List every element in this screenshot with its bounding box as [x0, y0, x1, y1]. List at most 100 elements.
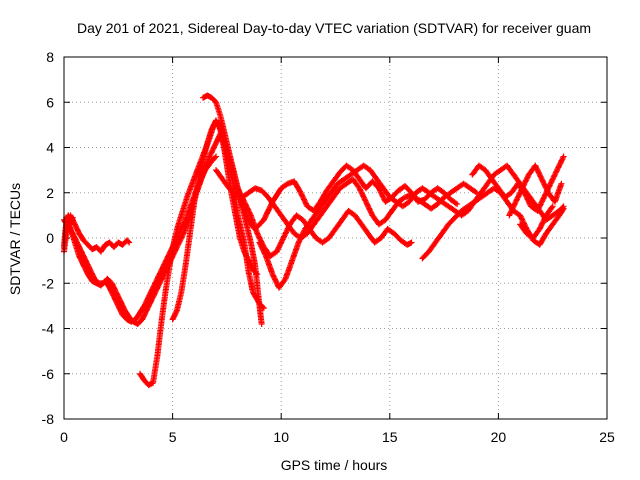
- data-marker-segment: [356, 185, 369, 204]
- data-marker-segment: [347, 168, 359, 178]
- data-marker-segment: [425, 189, 438, 200]
- data-marker-segment: [330, 186, 342, 201]
- data-marker-segment: [278, 212, 290, 227]
- data-marker-segment: [84, 271, 95, 283]
- data-marker-segment: [200, 141, 210, 165]
- data-marker-segment: [332, 218, 345, 232]
- data-marker-segment: [291, 178, 303, 195]
- data-marker-segment: [386, 194, 398, 204]
- data-marker-segment: [517, 221, 529, 236]
- data-marker-segment: [97, 242, 108, 255]
- data-marker-segment: [278, 181, 290, 192]
- data-marker-segment: [428, 202, 440, 212]
- data-marker-segment: [315, 200, 327, 214]
- data-marker-segment: [276, 277, 288, 291]
- data-marker: [560, 205, 567, 212]
- data-marker-segment: [178, 263, 189, 296]
- data-marker-segment: [380, 185, 392, 199]
- data-marker-segment: [302, 218, 314, 232]
- data-marker-segment: [321, 191, 334, 205]
- data-marker-segment: [543, 222, 555, 237]
- data-marker-segment: [289, 240, 302, 264]
- data-marker-segment: [549, 208, 561, 219]
- data-marker-segment: [478, 190, 490, 201]
- data-marker-segment: [375, 217, 388, 228]
- data-marker-segment: [271, 203, 284, 218]
- data-marker-segment: [273, 236, 286, 255]
- data-marker-segment: [452, 209, 464, 221]
- data-marker-segment: [176, 218, 188, 237]
- data-marker-segment: [76, 230, 86, 243]
- data-marker-segment: [263, 253, 275, 276]
- x-tick-label: 25: [599, 429, 615, 445]
- data-marker-segment: [273, 186, 284, 198]
- data-marker-segment: [267, 249, 279, 260]
- data-marker-segment: [447, 186, 459, 196]
- data-marker: [69, 214, 76, 221]
- data-marker-segment: [538, 176, 551, 195]
- x-tick-label: 0: [60, 429, 68, 445]
- grid: [64, 57, 607, 419]
- series-track-6: [200, 92, 461, 232]
- data-marker-segment: [434, 185, 446, 195]
- data-marker-segment: [234, 185, 247, 204]
- data-marker: [258, 320, 265, 327]
- series-track-7: [213, 167, 480, 241]
- data-marker-segment: [152, 281, 162, 296]
- data-marker-segment: [362, 198, 375, 217]
- data-marker-segment: [432, 231, 444, 246]
- data-marker-segment: [173, 290, 184, 314]
- data-marker-segment: [67, 220, 75, 228]
- data-marker-segment: [208, 94, 218, 105]
- data-marker-segment: [402, 183, 414, 195]
- data-marker-segment: [66, 216, 74, 226]
- data-marker-segment: [517, 212, 529, 231]
- data-marker-segment: [219, 176, 232, 190]
- data-marker-segment: [221, 130, 232, 154]
- data-marker-segment: [371, 235, 383, 246]
- data-marker: [213, 153, 220, 160]
- data-marker-segment: [145, 286, 156, 300]
- data-marker-segment: [260, 209, 271, 223]
- data-marker-segment: [245, 268, 256, 294]
- x-axis-label: GPS time / hours: [281, 457, 388, 473]
- data-marker-segment: [532, 162, 545, 181]
- data-marker-segment: [230, 167, 241, 190]
- data-marker: [454, 201, 461, 208]
- data-marker-segment: [306, 225, 318, 240]
- data-marker-segment: [280, 222, 293, 241]
- data-marker-segment: [269, 271, 282, 290]
- data-marker-segment: [336, 181, 349, 192]
- data-marker-segment: [501, 190, 514, 201]
- data-marker-segment: [330, 170, 342, 185]
- y-tick-label: 0: [46, 230, 54, 246]
- data-marker-segment: [445, 215, 457, 228]
- chart-title: Day 201 of 2021, Sidereal Day-to-day VTE…: [77, 20, 591, 36]
- data-marker-segment: [341, 172, 353, 183]
- data-marker-segment: [445, 203, 457, 213]
- data-marker-segment: [482, 167, 494, 181]
- data-marker-segment: [121, 307, 132, 320]
- data-marker-segment: [256, 239, 269, 258]
- data-marker-segment: [471, 195, 483, 205]
- data-marker-segment: [491, 168, 503, 178]
- data-marker-segment: [310, 200, 323, 214]
- data-marker-segment: [521, 189, 534, 208]
- data-marker-segment: [369, 178, 381, 191]
- data-marker-segment: [171, 220, 182, 241]
- data-marker-segment: [111, 293, 121, 308]
- data-marker-segment: [265, 194, 277, 208]
- y-tick-label: -2: [42, 275, 55, 291]
- x-tick-label: 10: [273, 429, 289, 445]
- data-marker-segment: [343, 162, 355, 173]
- data-marker-segment: [117, 298, 128, 313]
- data-marker-segment: [158, 286, 169, 323]
- data-marker-segment: [425, 240, 438, 255]
- data-marker-segment: [243, 221, 254, 244]
- data-marker-segment: [106, 284, 117, 299]
- data-marker-segment: [308, 209, 321, 223]
- data-marker-segment: [360, 162, 372, 173]
- data-marker-segment: [187, 200, 198, 237]
- y-axis-label: SDTVAR / TECUs: [7, 183, 23, 295]
